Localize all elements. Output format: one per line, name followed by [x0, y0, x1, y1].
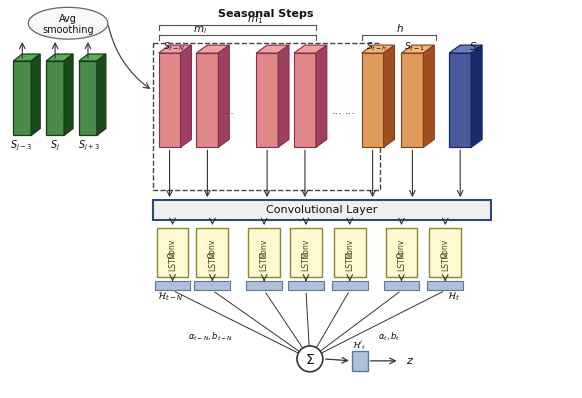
- Text: $S_{t-h}$: $S_{t-h}$: [365, 41, 387, 53]
- Polygon shape: [402, 45, 434, 53]
- Text: $S_{j}$: $S_{j}$: [50, 138, 60, 152]
- Text: Conv: Conv: [441, 239, 450, 258]
- Polygon shape: [197, 53, 218, 147]
- Text: $\alpha_{t-N}, b_{t-N}$: $\alpha_{t-N}, b_{t-N}$: [188, 331, 233, 343]
- Text: Seasonal Steps: Seasonal Steps: [218, 9, 314, 19]
- FancyBboxPatch shape: [288, 281, 324, 291]
- Text: $z$: $z$: [406, 356, 414, 366]
- Polygon shape: [13, 54, 40, 61]
- Text: $\mathcal{H}_{t-N}$: $\mathcal{H}_{t-N}$: [157, 290, 183, 303]
- Text: Avg: Avg: [59, 14, 77, 24]
- Polygon shape: [13, 61, 31, 135]
- Text: LSTM: LSTM: [168, 250, 177, 271]
- FancyBboxPatch shape: [157, 228, 189, 277]
- Text: $m_1$: $m_1$: [247, 14, 263, 26]
- Text: Conv: Conv: [260, 239, 269, 258]
- FancyBboxPatch shape: [384, 281, 420, 291]
- Polygon shape: [278, 45, 289, 147]
- Polygon shape: [402, 53, 423, 147]
- Polygon shape: [197, 45, 229, 53]
- Text: $\mathcal{H}_t$: $\mathcal{H}_t$: [447, 290, 460, 303]
- Text: $S_{j+3}$: $S_{j+3}$: [78, 138, 100, 152]
- Polygon shape: [316, 45, 327, 147]
- Text: ...: ...: [331, 105, 342, 116]
- Polygon shape: [31, 54, 40, 135]
- Polygon shape: [361, 53, 384, 147]
- FancyBboxPatch shape: [248, 228, 280, 277]
- Text: ...: ...: [345, 105, 355, 116]
- Polygon shape: [449, 45, 482, 53]
- Text: LSTM: LSTM: [208, 250, 217, 271]
- Text: LSTM: LSTM: [345, 250, 354, 271]
- Polygon shape: [46, 54, 73, 61]
- Ellipse shape: [29, 7, 108, 39]
- Polygon shape: [361, 45, 395, 53]
- Polygon shape: [449, 53, 471, 147]
- Text: LSTM: LSTM: [260, 250, 269, 271]
- Text: Convolutional Layer: Convolutional Layer: [266, 205, 378, 215]
- Text: ...: ...: [59, 111, 69, 121]
- Text: $m_i$: $m_i$: [193, 24, 207, 36]
- Text: $\mathcal{H}'_t$: $\mathcal{H}'_t$: [353, 340, 367, 352]
- FancyBboxPatch shape: [385, 228, 417, 277]
- Text: LSTM: LSTM: [301, 250, 310, 271]
- Polygon shape: [159, 45, 191, 53]
- FancyBboxPatch shape: [352, 351, 368, 371]
- FancyBboxPatch shape: [430, 228, 461, 277]
- Text: Conv: Conv: [168, 239, 177, 258]
- Text: $S_{j-3}$: $S_{j-3}$: [10, 138, 33, 152]
- FancyBboxPatch shape: [332, 281, 368, 291]
- Text: $h$: $h$: [396, 22, 403, 34]
- Text: Conv: Conv: [301, 239, 310, 258]
- Text: Conv: Conv: [397, 239, 406, 258]
- FancyBboxPatch shape: [290, 228, 322, 277]
- Text: $S_t$: $S_t$: [469, 40, 481, 54]
- Polygon shape: [294, 53, 316, 147]
- Text: $\alpha_t, b_t$: $\alpha_t, b_t$: [378, 331, 400, 343]
- Polygon shape: [79, 54, 106, 61]
- FancyBboxPatch shape: [194, 281, 230, 291]
- Polygon shape: [97, 54, 106, 135]
- Polygon shape: [423, 45, 434, 147]
- Polygon shape: [46, 61, 64, 135]
- Polygon shape: [256, 53, 278, 147]
- Text: ...: ...: [224, 105, 235, 116]
- Polygon shape: [159, 53, 180, 147]
- Text: $S_{t-N}$: $S_{t-N}$: [162, 41, 185, 53]
- Text: ...: ...: [30, 111, 39, 121]
- Circle shape: [297, 346, 323, 372]
- Polygon shape: [218, 45, 229, 147]
- Polygon shape: [256, 45, 289, 53]
- Polygon shape: [294, 45, 327, 53]
- Text: smoothing: smoothing: [42, 25, 94, 35]
- Polygon shape: [180, 45, 191, 147]
- Polygon shape: [79, 61, 97, 135]
- Polygon shape: [471, 45, 482, 147]
- FancyBboxPatch shape: [246, 281, 282, 291]
- FancyBboxPatch shape: [152, 200, 491, 220]
- FancyBboxPatch shape: [155, 281, 190, 291]
- Text: LSTM: LSTM: [441, 250, 450, 271]
- Polygon shape: [64, 54, 73, 135]
- FancyBboxPatch shape: [197, 228, 228, 277]
- FancyBboxPatch shape: [427, 281, 463, 291]
- Text: $\Sigma$: $\Sigma$: [305, 353, 315, 367]
- FancyBboxPatch shape: [334, 228, 365, 277]
- Text: Conv: Conv: [345, 239, 354, 258]
- Text: Conv: Conv: [208, 239, 217, 258]
- Text: $S_{t-1}$: $S_{t-1}$: [404, 41, 426, 53]
- Text: LSTM: LSTM: [397, 250, 406, 271]
- Polygon shape: [384, 45, 395, 147]
